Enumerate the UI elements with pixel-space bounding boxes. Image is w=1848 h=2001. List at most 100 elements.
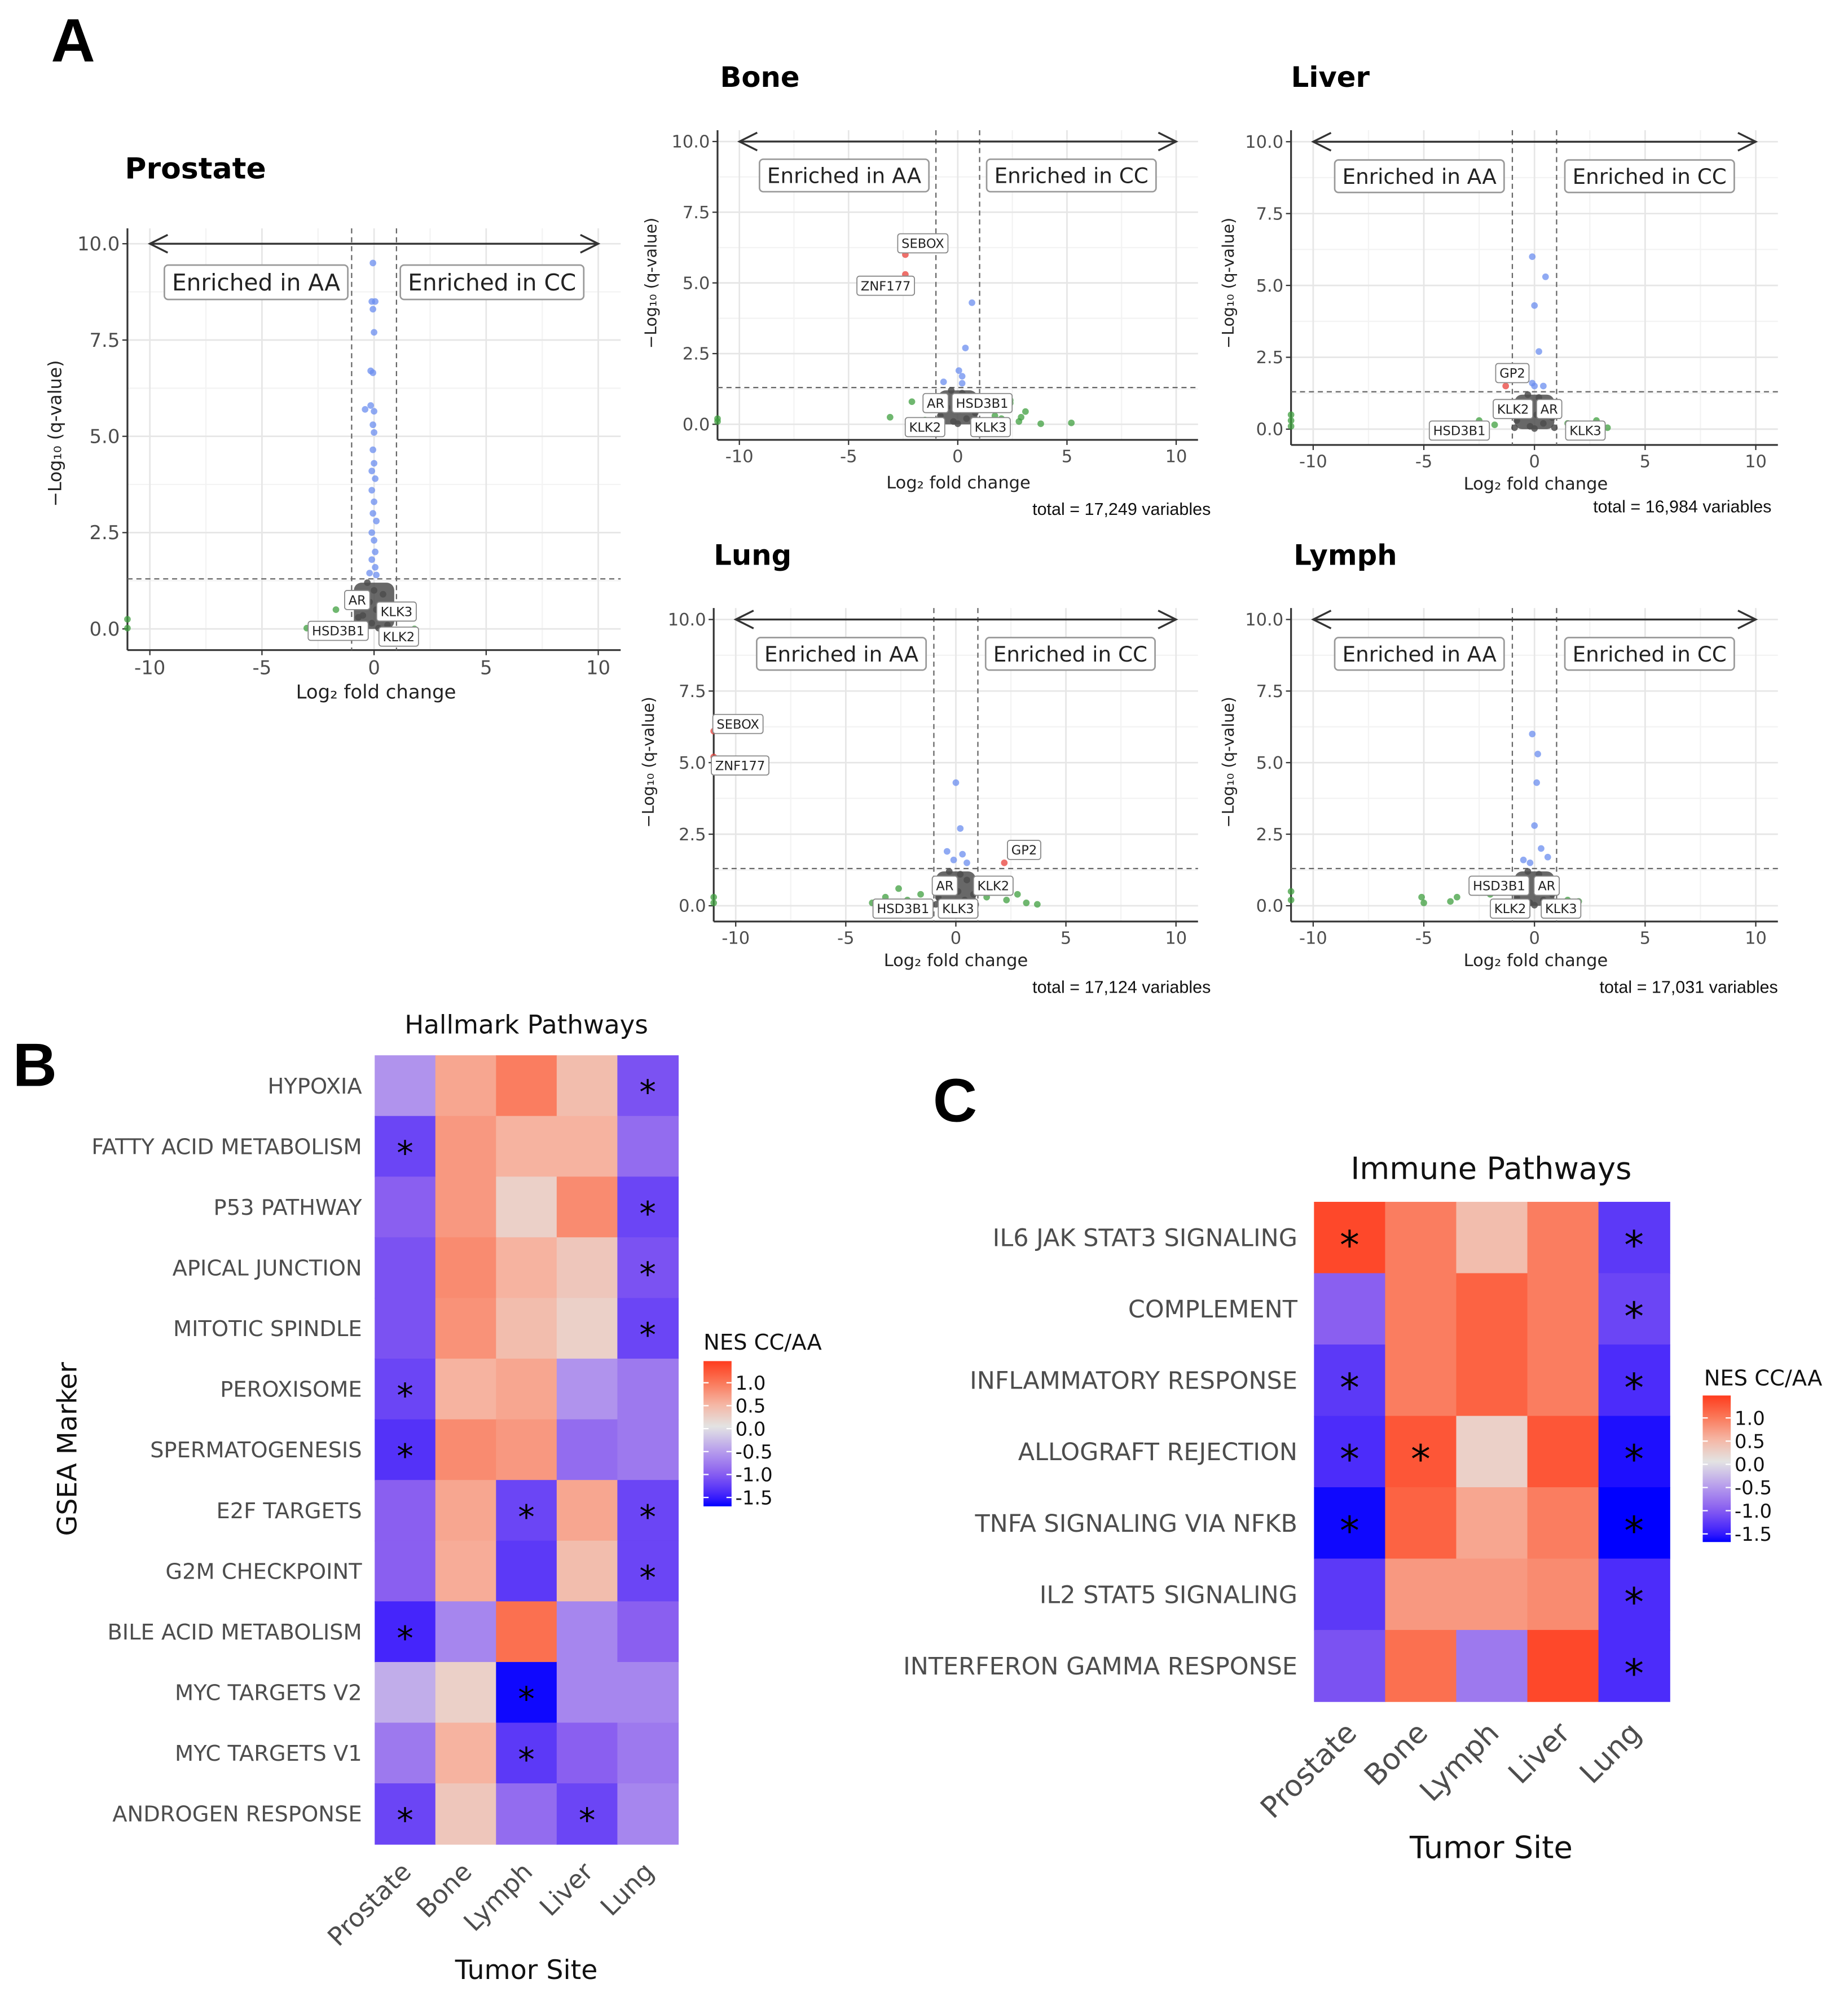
point-green: [710, 893, 718, 901]
heatmap-cell: [617, 1419, 679, 1481]
point-green: [1418, 893, 1425, 901]
y-tick-label: 5.0: [679, 753, 706, 773]
heatmap-cell: [496, 1237, 557, 1299]
point-blue: [368, 487, 376, 494]
enriched-label-box: [1334, 159, 1505, 193]
heatmap-title: Immune Pathways: [1350, 1151, 1631, 1186]
enriched-in-right-label: Enriched in CC: [408, 269, 576, 296]
x-axis-title: Log₂ fold change: [886, 473, 1031, 493]
y-tick-label: 0.0: [679, 897, 706, 916]
enriched-label-box: [399, 264, 585, 301]
heatmap-cell: [496, 1419, 557, 1481]
volcano-title: Bone: [720, 61, 800, 94]
point-blue: [371, 329, 377, 336]
heatmap-cell: [1456, 1416, 1528, 1488]
significance-marker: *: [1624, 1223, 1644, 1268]
point-green: [1287, 417, 1295, 424]
arrow-head-left-icon: [147, 233, 169, 254]
panel-letter-b: B: [13, 1030, 57, 1099]
arrow-head-left-icon: [737, 131, 758, 152]
point-blue: [1520, 856, 1527, 863]
row-label: MITOTIC SPINDLE: [173, 1316, 362, 1342]
point-green: [1023, 900, 1030, 906]
heatmap-cell: [1314, 1487, 1386, 1559]
row-label: PEROXISOME: [220, 1377, 362, 1403]
volcano-bone: -10 -5 0 5 10 0.0 2.5 5.0 7.5 10.0 Enriched in AA E…: [642, 61, 1211, 519]
row-label: P53 PATHWAY: [214, 1195, 363, 1220]
point-blue: [1526, 859, 1534, 866]
y-tick-label: 7.5: [90, 329, 120, 351]
volcano-title: Lymph: [1293, 539, 1397, 571]
volcano-title: Lung: [714, 539, 791, 571]
heatmap-cell: [375, 1359, 436, 1420]
heatmap-cell: [1456, 1201, 1528, 1274]
enriched-in-left-label: Enriched in AA: [1343, 642, 1497, 667]
gene-label-box: [970, 417, 1011, 438]
x-tick-label: -5: [253, 657, 272, 679]
heatmap-cell: [1314, 1273, 1386, 1346]
gene-label: GP2: [1499, 367, 1525, 381]
y-axis-title: −Log₁₀ (q-value): [639, 697, 658, 827]
gene-label-box: [938, 898, 979, 919]
enriched-label-box: [985, 158, 1157, 193]
gene-label: HSD3B1: [312, 624, 364, 639]
y-tick-label: 7.5: [679, 682, 706, 702]
significance-marker: *: [579, 1801, 596, 1840]
point-green: [124, 624, 131, 632]
enriched-in-left-label: Enriched in AA: [767, 164, 922, 188]
gene-label-box: [1495, 363, 1530, 384]
y-tick-label: 5.0: [1256, 753, 1284, 773]
row-label: ALLOGRAFT REJECTION: [1018, 1438, 1297, 1466]
significance-marker: *: [1624, 1580, 1644, 1625]
point-blue: [950, 856, 957, 863]
point-green: [1287, 411, 1295, 418]
point-blue: [371, 498, 377, 505]
panel-letter-c: C: [933, 1066, 977, 1135]
heatmap-cell: [617, 1480, 679, 1541]
y-tick-label: 5.0: [1256, 276, 1284, 296]
volcano-prostate: -10 -5 0 5 10 0.0 2.5 5.0 7.5 10.0 Enriched in AA E…: [45, 152, 621, 703]
gene-label: AR: [1538, 879, 1555, 894]
heatmap-cell: [1598, 1630, 1670, 1702]
heatmap-cell: [496, 1722, 557, 1784]
point-green: [710, 900, 718, 906]
significance-marker: *: [518, 1680, 535, 1718]
row-label: IL2 STAT5 SIGNALING: [1040, 1581, 1297, 1609]
gene-label: HSD3B1: [877, 902, 929, 916]
heatmap-cell: [1456, 1558, 1528, 1631]
heatmap-cell: [496, 1176, 557, 1238]
legend-tick-label: -1.5: [1735, 1523, 1772, 1545]
significance-marker: *: [397, 1619, 413, 1658]
point-blue: [372, 475, 379, 482]
y-axis-title: −Log₁₀ (q-value): [45, 360, 65, 507]
heatmap-cell: [1527, 1630, 1599, 1702]
y-tick-label: 10.0: [668, 610, 706, 630]
significance-marker: *: [1340, 1508, 1359, 1554]
heatmap-cell: [617, 1661, 679, 1724]
heatmap-cell: [1598, 1487, 1670, 1559]
gene-label-box: [931, 875, 958, 896]
gene-label-box: [1490, 898, 1531, 919]
heatmap-title: Hallmark Pathways: [404, 1010, 648, 1040]
heatmap-cell: [556, 1359, 618, 1420]
point-green: [124, 616, 131, 623]
x-tick-label: 10: [586, 657, 610, 679]
arrow-head-right-icon: [1737, 610, 1758, 629]
point-blue: [368, 529, 376, 536]
heatmap-cell: [556, 1540, 618, 1602]
significance-marker: *: [1624, 1365, 1644, 1411]
row-label: ANDROGEN RESPONSE: [112, 1802, 362, 1827]
x-tick-label: 10: [1745, 452, 1767, 471]
x-axis-title: Tumor Site: [1409, 1830, 1573, 1866]
y-axis-title: −Log₁₀ (q-value): [1219, 697, 1238, 827]
heatmap-cell: [435, 1055, 497, 1117]
y-tick-label: 10.0: [672, 133, 710, 152]
point-green: [895, 885, 902, 892]
heatmap-cell: [1598, 1345, 1670, 1417]
heatmap-cell: [1385, 1201, 1457, 1274]
y-tick-label: 0.0: [683, 415, 710, 435]
enriched-in-right-label: Enriched in CC: [993, 642, 1147, 667]
point-blue: [1531, 382, 1538, 390]
heatmap-cell: [435, 1722, 497, 1784]
gene-label-box: [378, 626, 419, 647]
